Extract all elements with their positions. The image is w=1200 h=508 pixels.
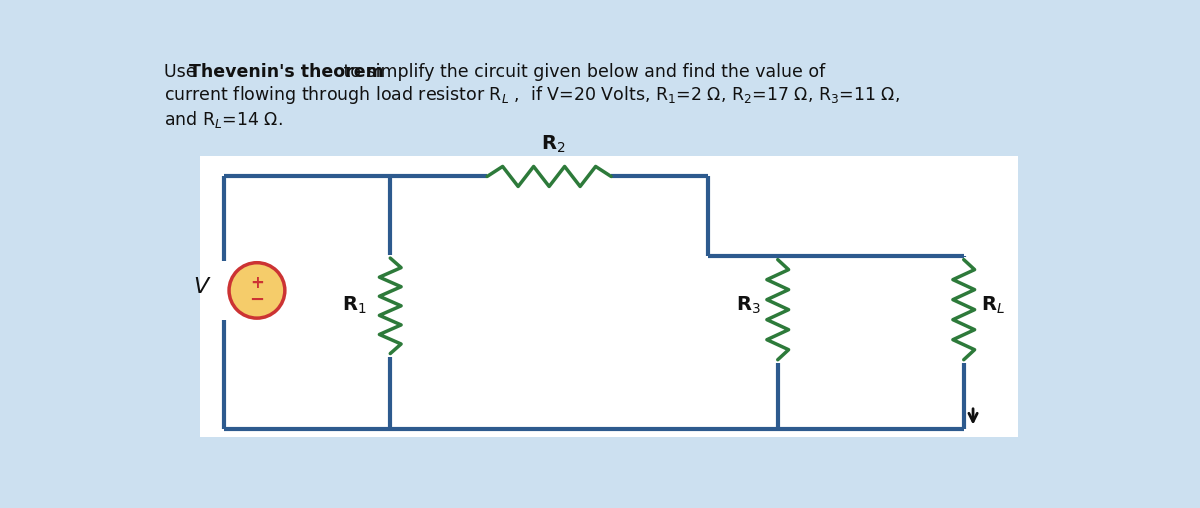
Text: R$_3$: R$_3$ xyxy=(736,295,761,316)
Text: to simplify the circuit given below and find the value of: to simplify the circuit given below and … xyxy=(337,63,824,81)
Text: Thevenin's theorem: Thevenin's theorem xyxy=(188,63,384,81)
Text: V: V xyxy=(193,276,208,297)
Text: current flowing through load resistor R$_L$ ,  if V=20 Volts, R$_1$=2 $\Omega$, : current flowing through load resistor R$… xyxy=(164,84,900,106)
Text: R$_1$: R$_1$ xyxy=(342,295,367,316)
Text: and R$_L$=14 $\Omega$.: and R$_L$=14 $\Omega$. xyxy=(164,109,283,130)
Text: −: − xyxy=(250,291,264,309)
Text: +: + xyxy=(250,274,264,292)
Text: R$_L$: R$_L$ xyxy=(980,295,1004,316)
Circle shape xyxy=(229,263,284,318)
Text: R$_2$: R$_2$ xyxy=(541,134,565,155)
Text: Use: Use xyxy=(164,63,202,81)
Bar xyxy=(200,155,1018,437)
